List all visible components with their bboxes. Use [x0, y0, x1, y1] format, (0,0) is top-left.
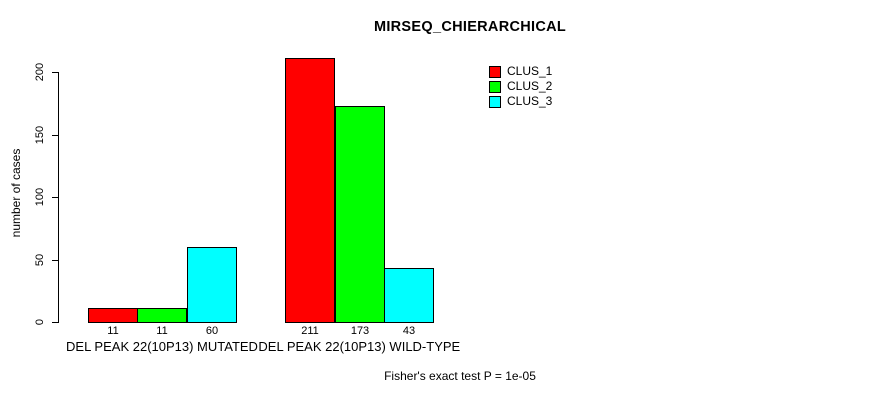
y-axis-tick-label: 150 [34, 125, 46, 144]
legend: CLUS_1 CLUS_2 CLUS_3 [489, 64, 552, 109]
legend-swatch-clus_1 [489, 65, 501, 78]
legend-label: CLUS_1 [507, 64, 553, 78]
bar-clus_2-group2 [335, 106, 385, 323]
bar-value-label: 173 [350, 325, 370, 337]
bar-clus_3-group1 [187, 247, 237, 323]
y-axis-tick-label: 200 [34, 62, 46, 82]
x-category-label: DEL PEAK 22(10P13) WILD-TYPE [258, 339, 461, 354]
bar-clus_3-group2 [384, 268, 434, 323]
x-category-label: DEL PEAK 22(10P13) MUTATED [66, 339, 258, 354]
legend-label: CLUS_2 [507, 79, 553, 93]
y-axis-line [58, 72, 59, 323]
bar-value-label: 43 [402, 325, 416, 337]
y-axis-tick [52, 134, 58, 136]
y-axis-tick [52, 72, 58, 73]
y-axis-tick [52, 259, 58, 261]
stats-annotation: Fisher's exact test P = 1e-05 [384, 369, 536, 383]
legend-swatch-clus_3 [489, 95, 501, 108]
chart-title: MIRSEQ_CHIERARCHICAL [373, 19, 567, 35]
y-axis-tick-label: 100 [34, 187, 46, 207]
bar-value-label: 211 [301, 325, 319, 337]
y-axis-tick-label: 50 [34, 253, 46, 266]
legend-item-clus_3: CLUS_3 [489, 94, 552, 109]
legend-item-clus_2: CLUS_2 [489, 79, 552, 94]
bar-clus_2-group1 [137, 308, 187, 323]
legend-swatch-clus_2 [489, 80, 501, 93]
bar-clus_1-group2 [285, 58, 335, 323]
legend-label: CLUS_3 [507, 94, 553, 108]
bar-clus_1-group1 [88, 308, 138, 323]
bar-value-label: 11 [156, 325, 168, 337]
legend-item-clus_1: CLUS_1 [489, 64, 552, 79]
bar-value-label: 60 [205, 325, 219, 337]
bar-value-label: 11 [107, 325, 119, 337]
y-axis-tick [52, 197, 58, 198]
y-axis-tick-label: 0 [34, 318, 46, 326]
y-axis-tick [52, 322, 58, 323]
